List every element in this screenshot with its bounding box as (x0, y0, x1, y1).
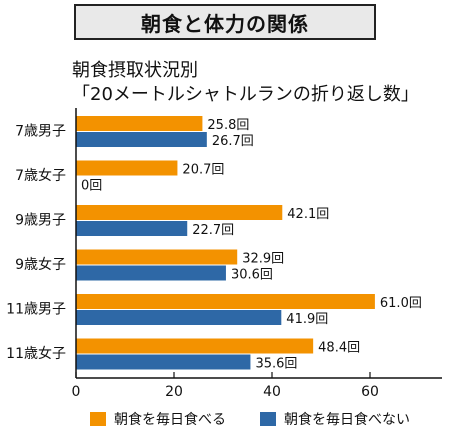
chart-subtitle-line2: 「20メートルシャトルランの折り返し数」 (72, 84, 419, 105)
bar-eats-breakfast (76, 294, 375, 309)
data-label: 25.8回 (207, 118, 249, 133)
bar-eats-breakfast (76, 205, 283, 220)
x-tick-label: 40 (263, 384, 281, 400)
legend-label: 朝食を毎日食べない (284, 411, 410, 428)
bar-skips-breakfast (76, 354, 251, 370)
category-label: 9歳女子 (15, 256, 66, 273)
bar-eats-breakfast (76, 116, 203, 131)
data-label: 20.7回 (182, 163, 224, 178)
data-label: 22.7回 (192, 223, 234, 238)
data-label: 30.6回 (231, 268, 273, 283)
x-tick-label: 20 (165, 384, 183, 400)
data-label: 32.9回 (242, 252, 284, 267)
data-label: 0回 (81, 179, 102, 194)
x-tick-label: 0 (72, 384, 81, 400)
bar-eats-breakfast (76, 338, 314, 354)
legend-swatch (90, 412, 106, 426)
category-label: 7歳男子 (15, 123, 66, 139)
bar-eats-breakfast (76, 160, 178, 176)
chart-title: 朝食と体力の関係 (74, 4, 376, 40)
category-label: 11歳女子 (6, 345, 66, 362)
legend-swatch (260, 412, 276, 426)
data-label: 35.6回 (255, 357, 297, 372)
bar-skips-breakfast (76, 310, 282, 325)
bar-eats-breakfast (76, 249, 238, 265)
data-label: 26.7回 (212, 134, 254, 149)
category-label: 11歳男子 (6, 301, 66, 317)
data-label: 61.0回 (380, 296, 422, 311)
legend-label: 朝食を毎日食べる (114, 411, 226, 428)
data-label: 41.9回 (286, 312, 328, 327)
bar-skips-breakfast (76, 265, 226, 281)
data-label: 48.4回 (318, 341, 360, 356)
category-label: 7歳女子 (15, 167, 66, 184)
bar-skips-breakfast (76, 132, 207, 147)
data-label: 42.1回 (287, 207, 329, 222)
chart-subtitle-line1: 朝食摂取状況別 (72, 60, 198, 81)
category-label: 9歳男子 (15, 212, 66, 228)
bar-skips-breakfast (76, 221, 188, 236)
x-tick-label: 60 (361, 384, 379, 400)
